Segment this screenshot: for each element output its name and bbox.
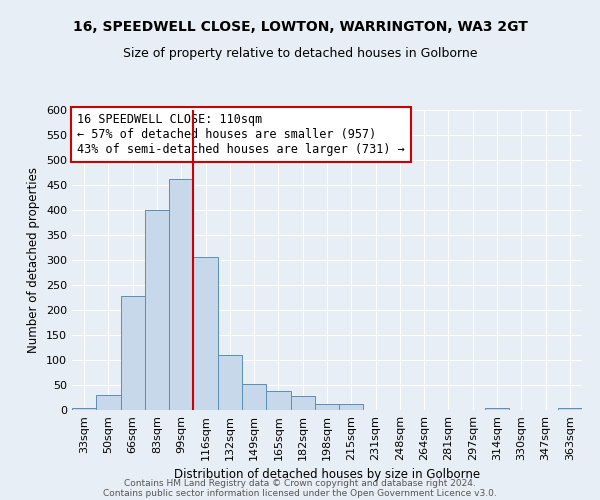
Bar [121,296,145,410]
Bar [96,395,121,410]
Bar [558,408,582,410]
Bar [169,178,193,410]
Bar [242,384,266,410]
Bar [290,396,315,410]
Text: Size of property relative to detached houses in Golborne: Size of property relative to detached ho… [123,48,477,60]
Text: 16 SPEEDWELL CLOSE: 110sqm
← 57% of detached houses are smaller (957)
43% of sem: 16 SPEEDWELL CLOSE: 110sqm ← 57% of deta… [77,113,405,156]
Bar [315,404,339,410]
X-axis label: Distribution of detached houses by size in Golborne: Distribution of detached houses by size … [174,468,480,481]
Text: Contains HM Land Registry data © Crown copyright and database right 2024.: Contains HM Land Registry data © Crown c… [124,478,476,488]
Bar [266,391,290,410]
Bar [145,210,169,410]
Bar [193,256,218,410]
Bar [485,408,509,410]
Text: 16, SPEEDWELL CLOSE, LOWTON, WARRINGTON, WA3 2GT: 16, SPEEDWELL CLOSE, LOWTON, WARRINGTON,… [73,20,527,34]
Text: Contains public sector information licensed under the Open Government Licence v3: Contains public sector information licen… [103,488,497,498]
Bar [339,404,364,410]
Bar [72,408,96,410]
Y-axis label: Number of detached properties: Number of detached properties [28,167,40,353]
Bar [218,354,242,410]
